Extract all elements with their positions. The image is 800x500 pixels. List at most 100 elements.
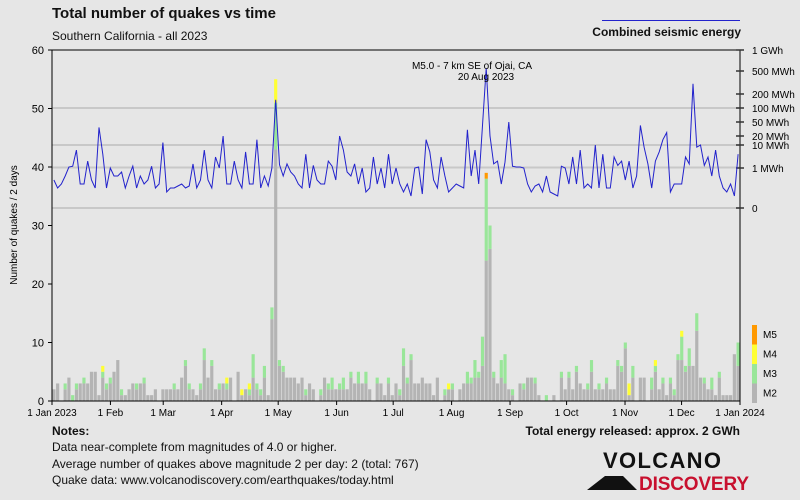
bar-m2 — [123, 395, 127, 401]
bar-m2 — [326, 389, 330, 401]
bar-m3 — [274, 102, 278, 150]
axes: 0 10 20 30 40 50 60 1 Jan 2023 1 Feb 1 Mar 1 Apr 1 … — [27, 45, 795, 419]
bar-m2 — [210, 365, 214, 401]
legend-label-m4: M4 — [763, 350, 777, 361]
bar-m2 — [150, 395, 154, 401]
bar-m2 — [63, 389, 67, 401]
bar-m2 — [191, 389, 195, 401]
bar-m2 — [526, 377, 530, 401]
y-tick-label: 60 — [32, 45, 44, 57]
bar-m3 — [356, 371, 360, 384]
bar-m3 — [104, 383, 109, 390]
bar-m2 — [413, 383, 417, 401]
bar-m2 — [559, 377, 564, 401]
x-tick-label: 1 Mar — [150, 408, 176, 419]
energy-legend-line — [602, 20, 740, 21]
bar-m3 — [262, 365, 266, 378]
bar-m3 — [676, 354, 680, 361]
bar-m2 — [589, 371, 594, 401]
bar-m2 — [424, 383, 428, 401]
bar-m3 — [653, 365, 657, 372]
bar-m2 — [706, 389, 710, 401]
bar-m2 — [206, 377, 210, 401]
bar-m3 — [338, 383, 342, 390]
bar-m3 — [477, 371, 481, 378]
bar-m2 — [465, 383, 470, 401]
bar-m3 — [650, 377, 654, 390]
bar-m2 — [93, 371, 97, 401]
bar-m3 — [183, 360, 188, 366]
bar-m2 — [574, 371, 579, 401]
bar-m2 — [176, 389, 180, 401]
gridlines — [52, 107, 740, 209]
energy-tick-label: 200 MWh — [752, 90, 795, 101]
x-tick-label: 1 Jan 2023 — [27, 408, 77, 419]
bar-m2 — [259, 395, 263, 401]
bar-m3 — [631, 365, 635, 378]
y-tick-label: 0 — [38, 396, 44, 408]
bar-m3 — [63, 383, 67, 390]
bar-m2 — [717, 377, 721, 401]
bar-m2 — [165, 389, 169, 401]
bar-m2 — [484, 260, 488, 401]
bar-m3 — [172, 383, 176, 390]
bar-m2 — [619, 371, 624, 401]
bar-m2 — [578, 383, 582, 401]
bar-m2 — [710, 389, 714, 401]
bar-m2 — [364, 383, 368, 401]
bar-m3 — [74, 383, 79, 390]
bar-m3 — [480, 336, 485, 366]
bar-m2 — [582, 389, 586, 401]
bar-m3 — [499, 360, 503, 378]
bar-m3 — [277, 360, 282, 366]
bar-m3 — [687, 348, 691, 366]
bar-m2 — [236, 371, 240, 401]
bar-m2 — [281, 371, 285, 401]
bar-m2 — [432, 395, 436, 401]
y-tick-label: 30 — [32, 221, 44, 233]
bar-m2 — [334, 389, 338, 401]
bar-m2 — [296, 383, 300, 401]
bar-m2 — [420, 377, 424, 401]
y-axis-label: Number of quakes / 2 days — [9, 165, 20, 285]
bar-m2 — [345, 389, 349, 401]
bar-m2 — [131, 383, 135, 401]
energy-tick-label: 500 MWh — [752, 67, 795, 78]
bar-m3 — [668, 377, 673, 384]
bar-m5 — [484, 172, 488, 179]
bar-m3 — [409, 354, 413, 361]
bar-m2 — [668, 383, 673, 401]
bar-m3 — [319, 389, 323, 396]
bar-m3 — [616, 360, 620, 366]
magnitude-legend: M5 M4 M3 M2 — [752, 325, 777, 403]
bar-m2 — [409, 360, 413, 401]
bar-m2 — [86, 383, 90, 401]
bar-m2 — [386, 383, 391, 401]
bar-m2 — [680, 360, 684, 401]
bar-m3 — [680, 336, 684, 361]
bar-m3 — [405, 377, 409, 384]
bar-m2 — [285, 377, 289, 401]
bar-m2 — [307, 383, 312, 401]
bar-m2 — [375, 383, 379, 401]
legend-swatch-m5 — [752, 325, 757, 345]
bar-m2 — [225, 389, 229, 401]
y-tick-label: 20 — [32, 279, 44, 291]
bar-m3 — [443, 389, 447, 396]
x-tick-label: 1 Sep — [497, 408, 524, 419]
x-tick-label: 1 Jun — [324, 408, 348, 419]
bar-m3 — [398, 389, 402, 396]
bar-m2 — [492, 377, 496, 401]
note-line: Quake data: www.volcanodiscovery.com/ear… — [52, 473, 394, 487]
legend-swatch-m4 — [752, 344, 757, 364]
bar-m2 — [612, 389, 616, 401]
bar-m2 — [593, 389, 597, 401]
bar-m2 — [304, 395, 308, 401]
bar-m2 — [499, 377, 503, 401]
bar-m3 — [597, 383, 601, 390]
bar-m3 — [71, 395, 75, 401]
bar-m3 — [484, 178, 488, 261]
bar-m2 — [341, 389, 345, 401]
bar-m2 — [104, 389, 109, 401]
bar-m2 — [698, 377, 703, 401]
